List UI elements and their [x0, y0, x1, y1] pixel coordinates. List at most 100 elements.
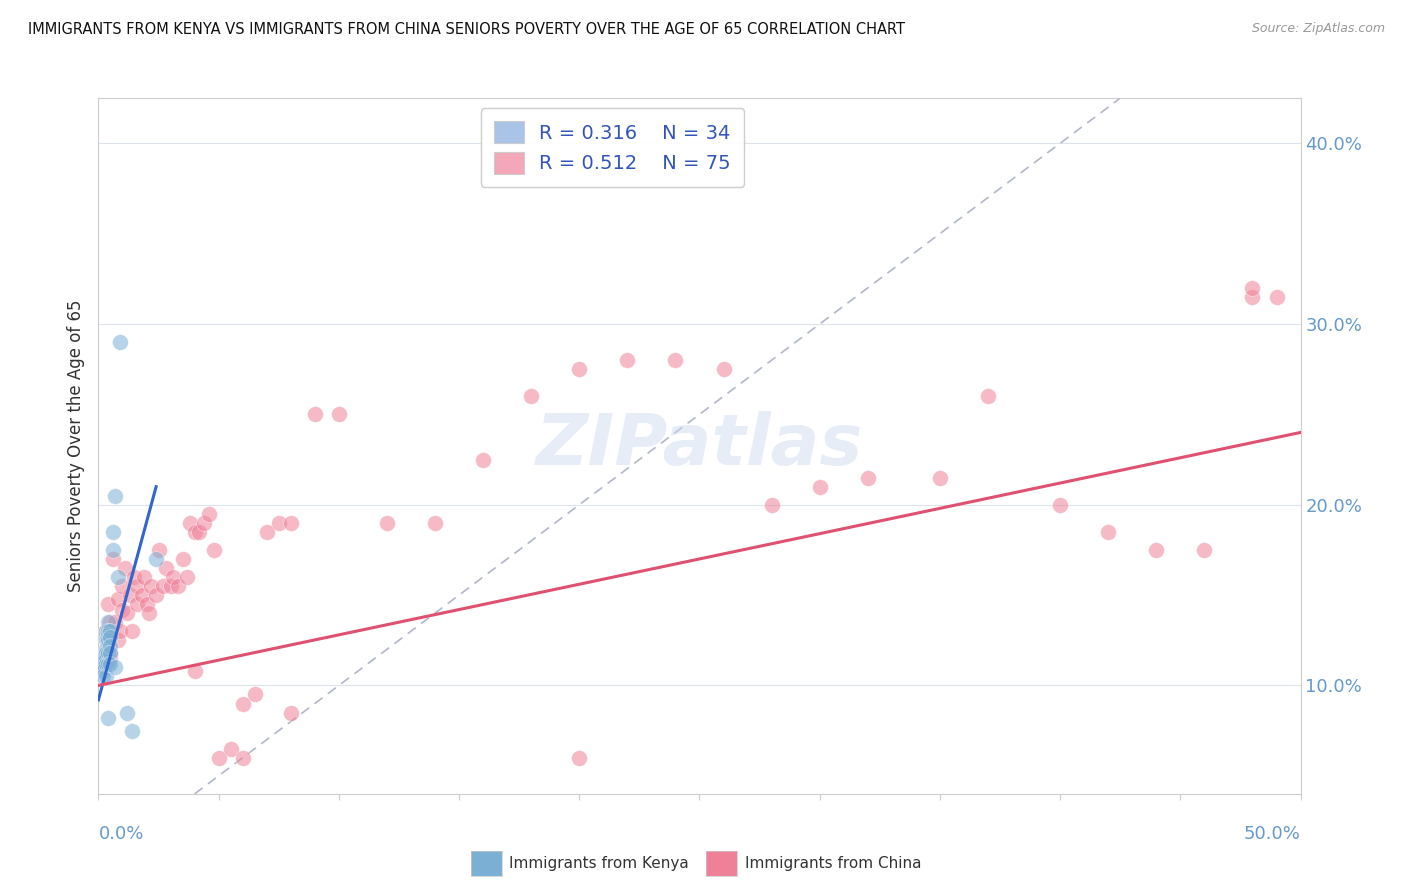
- Point: [125, 597, 148, 611]
- Point: [152, 579, 174, 593]
- Point: [183, 664, 205, 678]
- Point: [94, 633, 117, 648]
- Text: Immigrants from China: Immigrants from China: [745, 856, 922, 871]
- Point: [977, 389, 1000, 403]
- Text: IMMIGRANTS FROM KENYA VS IMMIGRANTS FROM CHINA SENIORS POVERTY OVER THE AGE OF 6: IMMIGRANTS FROM KENYA VS IMMIGRANTS FROM…: [28, 22, 905, 37]
- Point: [117, 606, 139, 620]
- Point: [193, 516, 215, 530]
- Point: [94, 624, 117, 639]
- Point: [162, 570, 184, 584]
- Point: [111, 579, 134, 593]
- Point: [117, 706, 139, 720]
- Point: [107, 570, 129, 584]
- Point: [172, 552, 194, 566]
- Point: [138, 606, 160, 620]
- Point: [132, 570, 155, 584]
- Legend: R = 0.316    N = 34, R = 0.512    N = 75: R = 0.316 N = 34, R = 0.512 N = 75: [481, 108, 744, 187]
- Point: [97, 628, 120, 642]
- Point: [280, 516, 302, 530]
- Point: [176, 570, 198, 584]
- Point: [94, 657, 117, 671]
- Point: [100, 657, 122, 671]
- Point: [94, 628, 117, 642]
- Point: [520, 389, 543, 403]
- Point: [616, 353, 638, 368]
- Point: [94, 646, 117, 660]
- Point: [94, 624, 117, 639]
- Text: ZIPatlas: ZIPatlas: [536, 411, 863, 481]
- Point: [808, 480, 831, 494]
- Point: [198, 507, 221, 521]
- Point: [1144, 542, 1167, 557]
- Point: [91, 664, 114, 678]
- Point: [101, 542, 124, 557]
- Point: [97, 657, 120, 671]
- Point: [97, 615, 120, 630]
- Point: [188, 524, 211, 539]
- Point: [101, 524, 124, 539]
- Point: [108, 335, 131, 350]
- Point: [101, 552, 124, 566]
- Point: [97, 624, 120, 639]
- Point: [232, 750, 254, 764]
- Point: [91, 660, 114, 674]
- Point: [97, 597, 120, 611]
- Point: [91, 651, 114, 665]
- Point: [328, 408, 350, 422]
- Point: [108, 624, 131, 639]
- Point: [1049, 498, 1071, 512]
- Point: [1241, 281, 1264, 295]
- Point: [856, 470, 879, 484]
- Point: [166, 579, 188, 593]
- Point: [100, 639, 122, 653]
- Point: [304, 408, 326, 422]
- Point: [1097, 524, 1119, 539]
- Point: [94, 642, 117, 657]
- Point: [232, 697, 254, 711]
- Text: Source: ZipAtlas.com: Source: ZipAtlas.com: [1251, 22, 1385, 36]
- Point: [131, 588, 153, 602]
- Point: [91, 655, 114, 669]
- Point: [148, 542, 170, 557]
- Point: [568, 750, 591, 764]
- Point: [94, 646, 117, 660]
- Point: [97, 628, 120, 642]
- Point: [104, 615, 127, 630]
- Point: [135, 597, 157, 611]
- Point: [97, 711, 120, 725]
- Point: [107, 591, 129, 606]
- Point: [713, 362, 735, 376]
- Point: [94, 669, 117, 683]
- Point: [423, 516, 446, 530]
- Point: [124, 570, 146, 584]
- Point: [202, 542, 225, 557]
- Point: [100, 646, 122, 660]
- Point: [267, 516, 290, 530]
- Text: Immigrants from Kenya: Immigrants from Kenya: [509, 856, 689, 871]
- Point: [472, 452, 495, 467]
- Point: [91, 657, 114, 671]
- Point: [179, 516, 201, 530]
- Point: [100, 630, 122, 644]
- Point: [104, 489, 127, 503]
- Point: [91, 669, 114, 683]
- Point: [155, 561, 177, 575]
- Point: [111, 602, 134, 616]
- Point: [568, 362, 591, 376]
- Point: [100, 624, 122, 639]
- Point: [761, 498, 783, 512]
- Point: [100, 651, 122, 665]
- Point: [100, 646, 122, 660]
- Point: [100, 615, 122, 630]
- Point: [256, 524, 278, 539]
- Point: [118, 588, 141, 602]
- Point: [219, 741, 242, 756]
- Text: 0.0%: 0.0%: [98, 825, 143, 843]
- Point: [183, 524, 205, 539]
- Point: [121, 723, 143, 738]
- Point: [928, 470, 950, 484]
- Point: [97, 646, 120, 660]
- Point: [107, 633, 129, 648]
- Point: [1194, 542, 1216, 557]
- Point: [664, 353, 686, 368]
